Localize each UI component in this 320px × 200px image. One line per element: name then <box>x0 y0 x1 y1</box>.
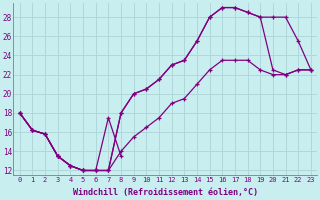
X-axis label: Windchill (Refroidissement éolien,°C): Windchill (Refroidissement éolien,°C) <box>73 188 258 197</box>
